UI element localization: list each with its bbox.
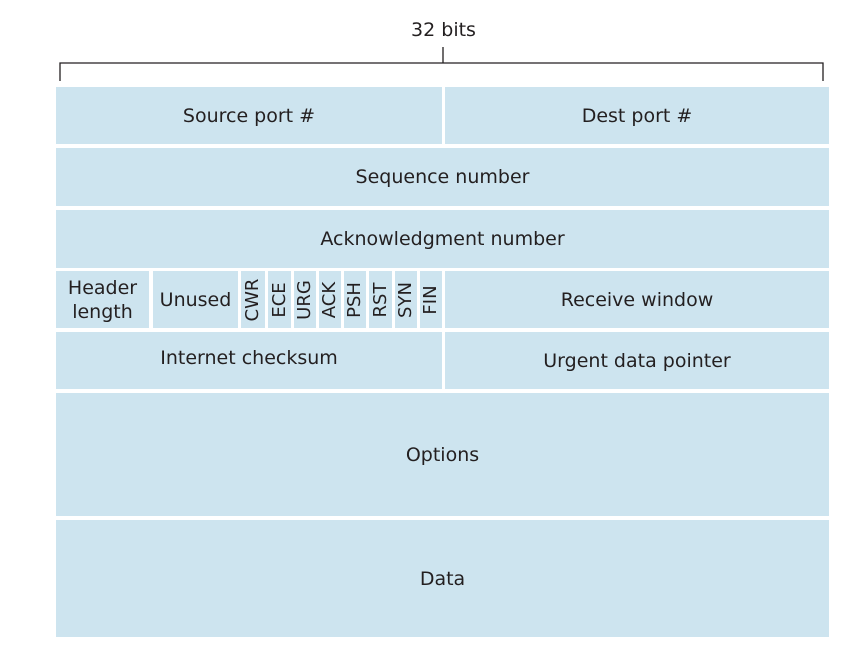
options-field: Options <box>56 393 829 516</box>
flag-ece-label: ECE <box>268 281 290 318</box>
receive-window-field: Receive window <box>445 271 829 328</box>
flag-ece: ECE <box>268 271 291 328</box>
flag-rst: RST <box>369 271 392 328</box>
flag-psh: PSH <box>344 271 366 328</box>
unused-field: Unused <box>153 271 238 328</box>
flag-cwr: CWR <box>241 271 265 328</box>
flag-urg: URG <box>294 271 316 328</box>
dest-port-field: Dest port # <box>445 87 829 144</box>
flag-fin-label: FIN <box>420 284 441 315</box>
flag-syn: SYN <box>395 271 417 328</box>
segment-width-label: 32 bits <box>411 19 476 41</box>
data-field: Data <box>56 520 829 637</box>
acknowledgment-number-field: Acknowledgment number <box>56 210 829 268</box>
flag-ack-label: ACK <box>319 281 340 318</box>
flag-fin: FIN <box>420 271 442 328</box>
flag-ack: ACK <box>319 271 341 328</box>
flag-syn-label: SYN <box>395 281 416 318</box>
sequence-number-field: Sequence number <box>56 148 829 206</box>
flag-cwr-label: CWR <box>242 278 263 321</box>
flag-urg-label: URG <box>294 279 315 320</box>
flag-psh-label: PSH <box>344 281 365 318</box>
flag-rst-label: RST <box>369 282 391 317</box>
source-port-field: Source port # <box>56 87 442 144</box>
header-length-label-line2: length <box>72 300 133 323</box>
width-bracket <box>59 47 824 81</box>
header-length-label-line1: Header <box>67 276 138 299</box>
urgent-data-pointer-field: Urgent data pointer <box>445 332 829 389</box>
internet-checksum-field: Internet checksum <box>56 332 442 389</box>
header-length-field: Header length <box>56 271 149 328</box>
